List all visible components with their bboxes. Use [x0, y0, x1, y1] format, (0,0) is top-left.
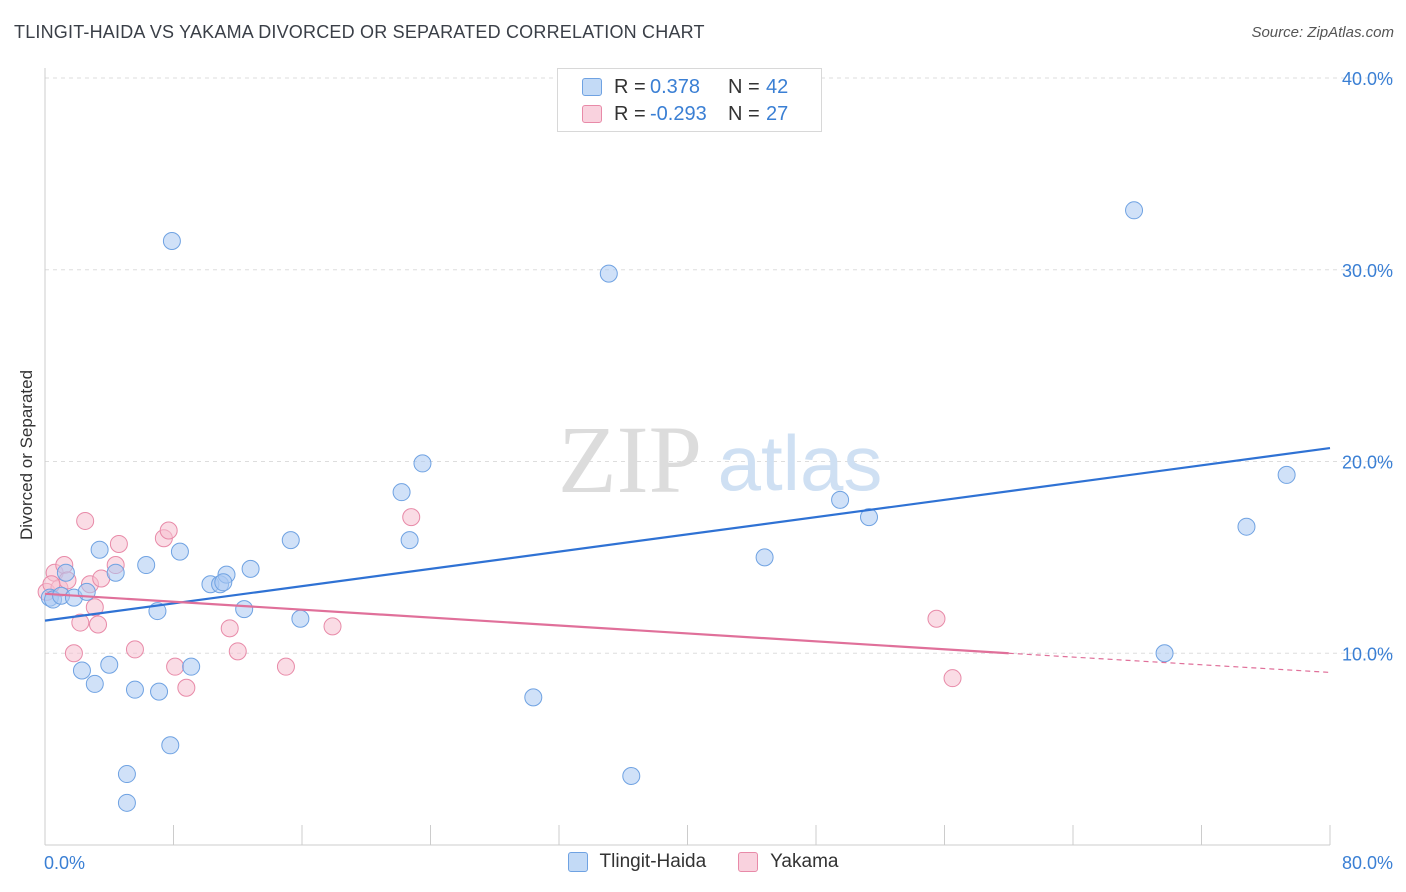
yakama-point	[276, 657, 295, 676]
y-tick-label: 10.0%	[1342, 644, 1393, 664]
yakama-point	[402, 508, 421, 527]
legend-n-value: 27	[766, 102, 789, 125]
watermark-zip: ZIP	[558, 406, 702, 513]
yakama-point	[64, 644, 83, 663]
yakama-point	[125, 640, 144, 659]
y-tick-label: 30.0%	[1342, 261, 1393, 281]
legend-n-label: N =	[728, 102, 760, 125]
y-tick-label: 20.0%	[1342, 453, 1393, 473]
legend-swatch-pink	[738, 852, 759, 872]
tlingit-haida-point	[214, 573, 233, 592]
tlingit-haida-point	[106, 563, 125, 582]
tlingit-haida-point	[1155, 644, 1174, 663]
yakama-point	[220, 619, 239, 638]
axes	[44, 68, 1331, 846]
tlingit-haida-point	[100, 655, 119, 674]
legend-n-value: 42	[766, 75, 789, 98]
yakama-point	[85, 598, 104, 617]
trend-lines	[44, 446, 1331, 674]
tlingit-haida-point	[413, 454, 432, 473]
legend-row-yakama: R = -0.293 N = 27	[582, 101, 788, 127]
tlingit-haida-point	[235, 600, 254, 619]
tlingit-haida-point	[117, 793, 136, 812]
chart-title: TLINGIT-HAIDA VS YAKAMA DIVORCED OR SEPA…	[14, 22, 705, 42]
legend-row-tlingit-haida: R = 0.378 N = 42	[582, 74, 788, 100]
tlingit-haida-point	[161, 736, 180, 755]
tlingit-haida-point	[622, 766, 641, 785]
legend-item-tlingit-haida: Tlingit-Haida	[567, 851, 707, 873]
tlingit-haida-points	[40, 201, 1296, 812]
legend-swatch-blue	[582, 78, 602, 96]
x-tick-label: 0.0%	[44, 853, 85, 873]
tlingit-haida-point	[1237, 517, 1256, 536]
legend-swatch-blue	[567, 852, 588, 872]
yakama-point	[943, 669, 962, 688]
tlingit-haida-point	[241, 559, 260, 578]
yakama-point	[927, 609, 946, 628]
tlingit-haida-point	[117, 765, 136, 784]
tlingit-haida-point	[755, 548, 774, 567]
legend-label: Yakama	[770, 851, 839, 872]
watermark: ZIP atlas	[558, 406, 882, 513]
tlingit-haida-point	[137, 556, 156, 575]
tlingit-haida-point	[125, 680, 144, 699]
tlingit-haida-point	[400, 531, 419, 550]
yakama-point	[159, 521, 178, 540]
tlingit-haida-point	[56, 563, 75, 582]
tlingit-haida-point	[170, 542, 189, 561]
legend-r-label: R =	[614, 102, 646, 125]
watermark-atlas: atlas	[718, 419, 883, 507]
tlingit-haida-point	[150, 682, 169, 701]
tlingit-haida-point	[524, 688, 543, 707]
tlingit-haida-point	[860, 508, 879, 527]
tlingit-haida-point	[1277, 465, 1296, 484]
legend-item-yakama: Yakama	[738, 851, 838, 873]
yakama-point	[166, 657, 185, 676]
yakama-point	[323, 617, 342, 636]
y-axis-label: Divorced or Separated	[17, 369, 36, 541]
yakama-trendline	[44, 592, 1009, 655]
tlingit-haida-point	[392, 483, 411, 502]
tlingit-haida-point	[90, 540, 109, 559]
tick-labels: 10.0% 20.0% 30.0% 40.0% 0.0% 80.0%	[44, 69, 1393, 873]
x-tick-label: 80.0%	[1342, 853, 1393, 873]
y-tick-label: 40.0%	[1342, 69, 1393, 89]
tlingit-haida-point	[1125, 201, 1144, 220]
source-label: Source: ZipAtlas.com	[1251, 24, 1394, 41]
tlingit-haida-point	[599, 264, 618, 283]
yakama-point	[76, 511, 95, 530]
tlingit-haida-point	[291, 609, 310, 628]
tlingit-haida-point	[281, 531, 300, 550]
tlingit-haida-point	[162, 231, 181, 250]
correlation-legend: R = 0.378 N = 42 R = -0.293 N = 27	[557, 68, 822, 132]
legend-label: Tlingit-Haida	[599, 851, 707, 872]
legend-swatch-pink	[582, 105, 602, 123]
series-legend: Tlingit-Haida Yakama	[0, 851, 1406, 873]
legend-r-label: R =	[614, 75, 646, 98]
tlingit-haida-point	[182, 657, 201, 676]
yakama-point	[177, 678, 196, 697]
yakama-point	[89, 615, 108, 634]
legend-r-value: -0.293	[650, 102, 707, 125]
yakama-point	[228, 642, 247, 661]
yakama-point	[71, 613, 90, 632]
yakama-point	[109, 534, 128, 553]
legend-r-value: 0.378	[650, 75, 701, 98]
legend-n-label: N =	[728, 75, 760, 98]
tlingit-haida-point	[85, 674, 104, 693]
tlingit-haida-point	[72, 661, 91, 680]
tlingit-haida-point	[831, 490, 850, 509]
tlingit-haida-trendline	[44, 446, 1331, 622]
